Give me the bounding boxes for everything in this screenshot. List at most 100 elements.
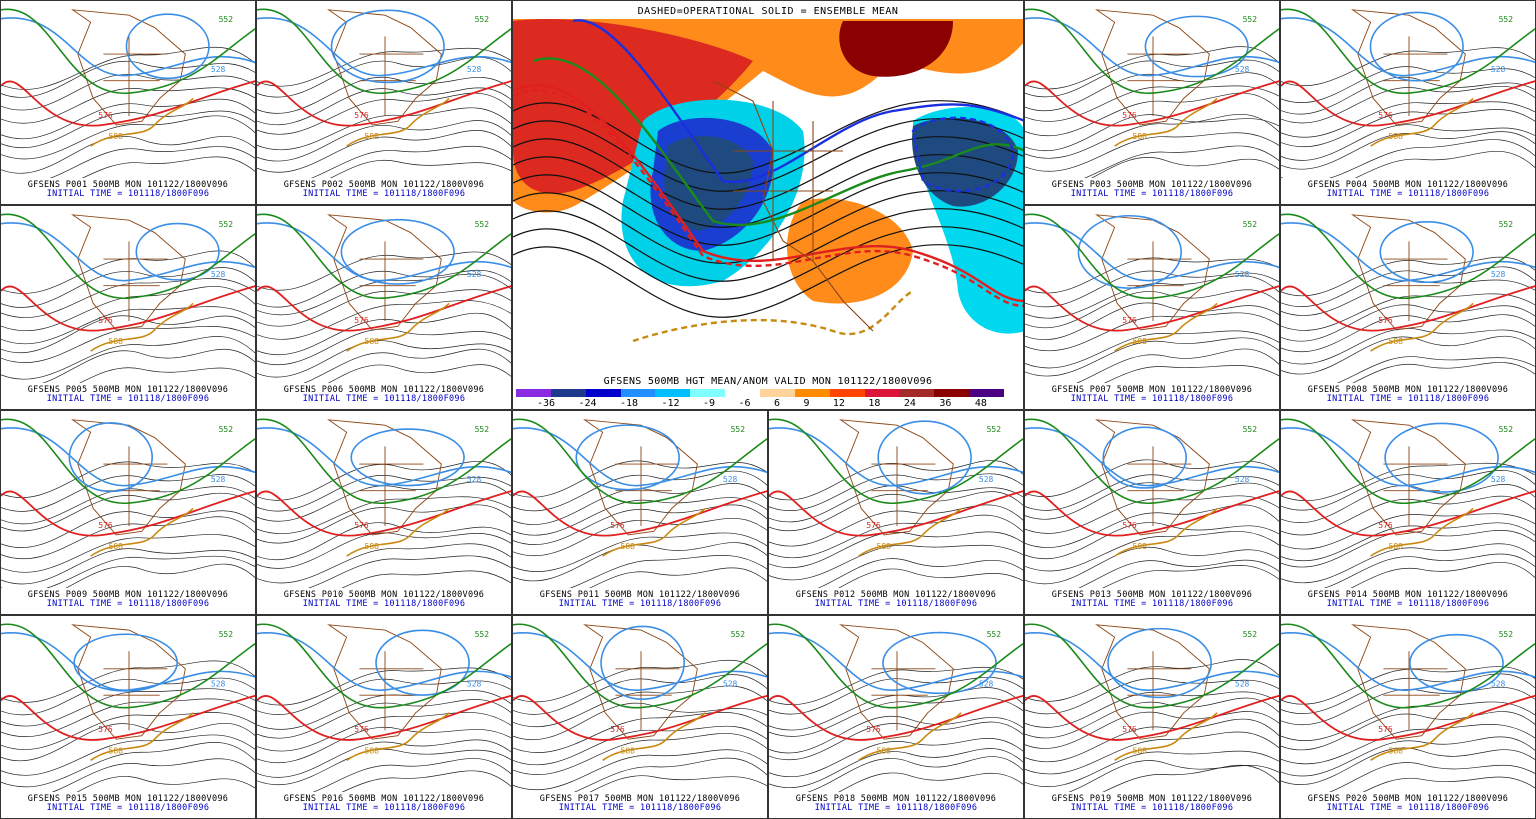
576-contour <box>513 490 767 537</box>
label-552: 552 <box>1499 220 1514 229</box>
height-contour <box>1102 764 1279 792</box>
height-contour <box>1281 686 1535 726</box>
528-line <box>257 427 511 487</box>
height-contour <box>1350 562 1535 588</box>
height-contour <box>257 475 511 512</box>
height-contour <box>1281 495 1535 536</box>
height-contour <box>1281 139 1535 178</box>
576-contour <box>257 694 511 741</box>
height-contour <box>1281 85 1535 124</box>
height-contour <box>1 688 255 727</box>
588-contour <box>1114 712 1218 761</box>
continent-outline <box>1351 9 1466 126</box>
member-map: 552 528 576 588 <box>769 623 1023 792</box>
label-552: 552 <box>1243 425 1258 434</box>
label-552: 552 <box>475 425 490 434</box>
label-552: 552 <box>1499 630 1514 639</box>
colorbar-label: -6 <box>738 398 751 409</box>
height-contour <box>569 555 767 588</box>
label-552: 552 <box>1243 15 1258 24</box>
height-contour <box>257 678 511 716</box>
colorbar-swatch <box>655 389 691 397</box>
576-contour <box>1025 285 1279 332</box>
588-contour <box>1114 302 1218 352</box>
height-contour <box>1336 356 1535 383</box>
height-contour <box>769 504 1023 547</box>
anomaly-colorbar <box>516 389 1005 397</box>
height-contour <box>1281 304 1535 342</box>
height-contour <box>1025 697 1279 739</box>
member-panel-p019: 552 528 576 588 GFSENS P019 500MB MON 101122… <box>1024 615 1280 819</box>
height-contour <box>1281 543 1535 584</box>
588-contour <box>346 507 450 557</box>
member-caption: GFSENS P004 500MB MON 101122/1800V096 <box>1307 180 1509 190</box>
528-contour <box>600 625 685 700</box>
height-contour <box>1025 46 1279 90</box>
576-contour <box>1 80 255 127</box>
label-552: 552 <box>1243 630 1258 639</box>
height-contour <box>257 461 511 501</box>
very-strong-positive-anomaly <box>839 21 953 77</box>
label-576: 576 <box>354 725 369 734</box>
height-contour <box>1 326 255 363</box>
colorbar-swatch <box>794 389 830 397</box>
height-contour <box>769 687 1023 731</box>
initial-time-caption: INITIAL TIME = 101118/1800F096 <box>302 189 466 199</box>
label-552: 552 <box>987 425 1002 434</box>
height-contour <box>1025 691 1279 728</box>
member-map: 552 528 576 588 <box>1 418 255 588</box>
member-caption: GFSENS P003 500MB MON 101122/1800V096 <box>1051 180 1253 190</box>
height-contour <box>1 315 255 354</box>
member-map: 552 528 576 588 <box>1281 8 1535 178</box>
member-panel-p015: 552 528 576 588 GFSENS P015 500MB MON 101122… <box>0 615 256 819</box>
height-contour <box>1 516 255 560</box>
height-contour <box>817 558 1023 588</box>
colorbar-swatch <box>620 389 656 397</box>
member-map: 552 528 576 588 <box>257 623 511 792</box>
height-contour <box>513 712 767 753</box>
height-contour <box>1281 66 1535 104</box>
initial-time-caption: INITIAL TIME = 101118/1800F096 <box>302 599 466 609</box>
height-contour <box>49 146 255 178</box>
576-contour <box>1 694 255 741</box>
member-caption: GFSENS P017 500MB MON 101122/1800V096 <box>539 794 741 804</box>
height-contour <box>1025 92 1279 137</box>
height-contour <box>257 667 511 706</box>
height-contour <box>1352 362 1535 383</box>
height-contour <box>257 496 511 535</box>
528-line <box>1025 427 1279 487</box>
member-panel-p002: 552 528 576 588 GFSENS P002 500MB MON 101122… <box>256 0 512 205</box>
label-528: 528 <box>467 679 482 688</box>
588-contour <box>1114 97 1218 147</box>
label-528: 528 <box>1235 65 1250 74</box>
label-588: 588 <box>877 542 892 551</box>
576-contour <box>257 285 511 332</box>
height-contour <box>1328 762 1535 792</box>
height-contour <box>312 758 511 792</box>
528-contour <box>575 424 680 491</box>
height-contour <box>1025 531 1279 572</box>
label-528: 528 <box>979 679 994 688</box>
colorbar-label: 12 <box>832 398 845 409</box>
height-contour <box>1025 711 1279 749</box>
height-contour <box>1102 565 1279 588</box>
label-552: 552 <box>731 425 746 434</box>
member-map: 552 528 576 588 <box>513 623 767 792</box>
588-contour <box>346 302 450 352</box>
528-line <box>513 427 767 487</box>
initial-time-caption: INITIAL TIME = 101118/1800F096 <box>46 599 210 609</box>
mean-height-contour <box>513 172 1023 246</box>
continent-outline <box>326 624 442 740</box>
height-contour <box>257 76 511 114</box>
height-contour <box>513 470 767 512</box>
height-contour <box>769 666 1023 706</box>
552-contour <box>1 418 255 504</box>
height-contour <box>1 115 255 160</box>
height-contour <box>1025 731 1279 775</box>
height-contour <box>1281 47 1535 87</box>
height-contour <box>42 348 255 383</box>
height-contour <box>257 504 511 544</box>
member-panel-p003: 552 528 576 588 GFSENS P003 500MB MON 101122… <box>1024 0 1280 205</box>
height-contour <box>257 532 511 569</box>
height-contour <box>257 289 511 327</box>
